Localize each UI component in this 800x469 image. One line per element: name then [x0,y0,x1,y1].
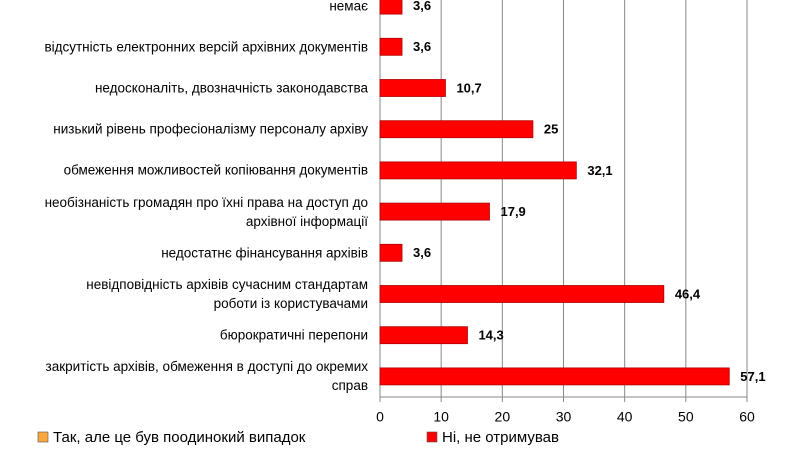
bar [379,161,577,180]
bar [379,0,403,15]
legend-label: Ні, не отримував [442,429,559,446]
x-tick-label: 20 [495,409,511,425]
category-label: недостатнє фінансування архівів [161,245,368,261]
category-label: бюрократичні перепони [219,327,368,343]
category-label: необізнаність громадян про їхні права на… [44,194,368,229]
category-label: недосконаліть, двозначність законодавств… [94,80,368,96]
data-label: 32,1 [587,163,612,178]
category-label: немає [329,0,368,14]
data-label: 46,4 [675,286,701,301]
category-label: низький рівень професіоналізму персоналу… [53,121,368,137]
data-label: 3,6 [413,0,431,13]
data-label: 57,1 [740,369,765,384]
category-label: обмеження можливостей копіювання докумен… [63,162,368,178]
x-tick-label: 40 [617,409,633,425]
bar [379,243,403,262]
data-label: 3,6 [413,245,431,260]
bar [379,367,730,386]
x-tick-label: 10 [433,409,449,425]
legend-swatch [426,431,438,443]
bar [379,285,665,303]
legend-label: Так, але це був поодинокий випадок [53,429,306,446]
legend-swatch [37,431,49,443]
data-label: 25 [544,122,558,137]
x-tick-label: 60 [739,409,755,425]
bar [379,120,534,139]
bar [379,326,468,345]
bar [379,79,446,97]
data-label: 14,3 [478,328,503,343]
category-label: закритість архівів, обмеження в доступі … [45,359,368,394]
data-label: 10,7 [456,80,481,95]
data-label: 3,6 [413,39,431,54]
data-label: 17,9 [500,204,525,219]
x-tick-label: 30 [556,409,572,425]
x-tick-label: 50 [678,409,694,425]
bar [379,202,490,221]
category-label: невідповідність архівів сучасним стандар… [86,277,368,311]
bar [379,37,403,56]
x-tick-label: 0 [376,409,384,425]
category-label: відсутність електронних версій архівних … [44,39,368,55]
